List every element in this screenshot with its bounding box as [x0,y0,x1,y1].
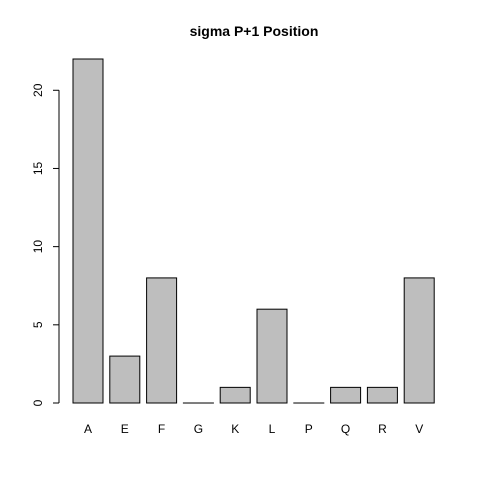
x-tick-label-V: V [415,422,423,436]
y-tick-label: 15 [31,161,45,175]
x-tick-label-L: L [269,422,276,436]
bar-V [403,277,435,404]
bar-K [219,386,251,404]
x-tick-label-A: A [84,422,92,436]
y-tick-label: 10 [31,240,45,254]
x-tick-label-E: E [121,422,129,436]
y-tick-label: 0 [31,399,45,406]
chart-title: sigma P+1 Position [190,23,319,39]
bar-R [366,386,398,404]
x-tick-label-F: F [158,422,165,436]
x-tick-label-K: K [231,422,239,436]
x-tick-label-G: G [194,422,203,436]
bar-Q [330,386,362,404]
y-tick-label: 20 [31,83,45,97]
bar-L [256,308,288,404]
bar-E [109,355,141,404]
bars [72,58,435,404]
y-axis: 0 5 10 15 20 [31,83,60,406]
x-tick-label-R: R [378,422,387,436]
x-tick-label-Q: Q [341,422,350,436]
bar-F [146,277,178,404]
x-tick-label-P: P [305,422,313,436]
y-tick-label: 5 [31,321,45,328]
bar-A [72,58,104,404]
